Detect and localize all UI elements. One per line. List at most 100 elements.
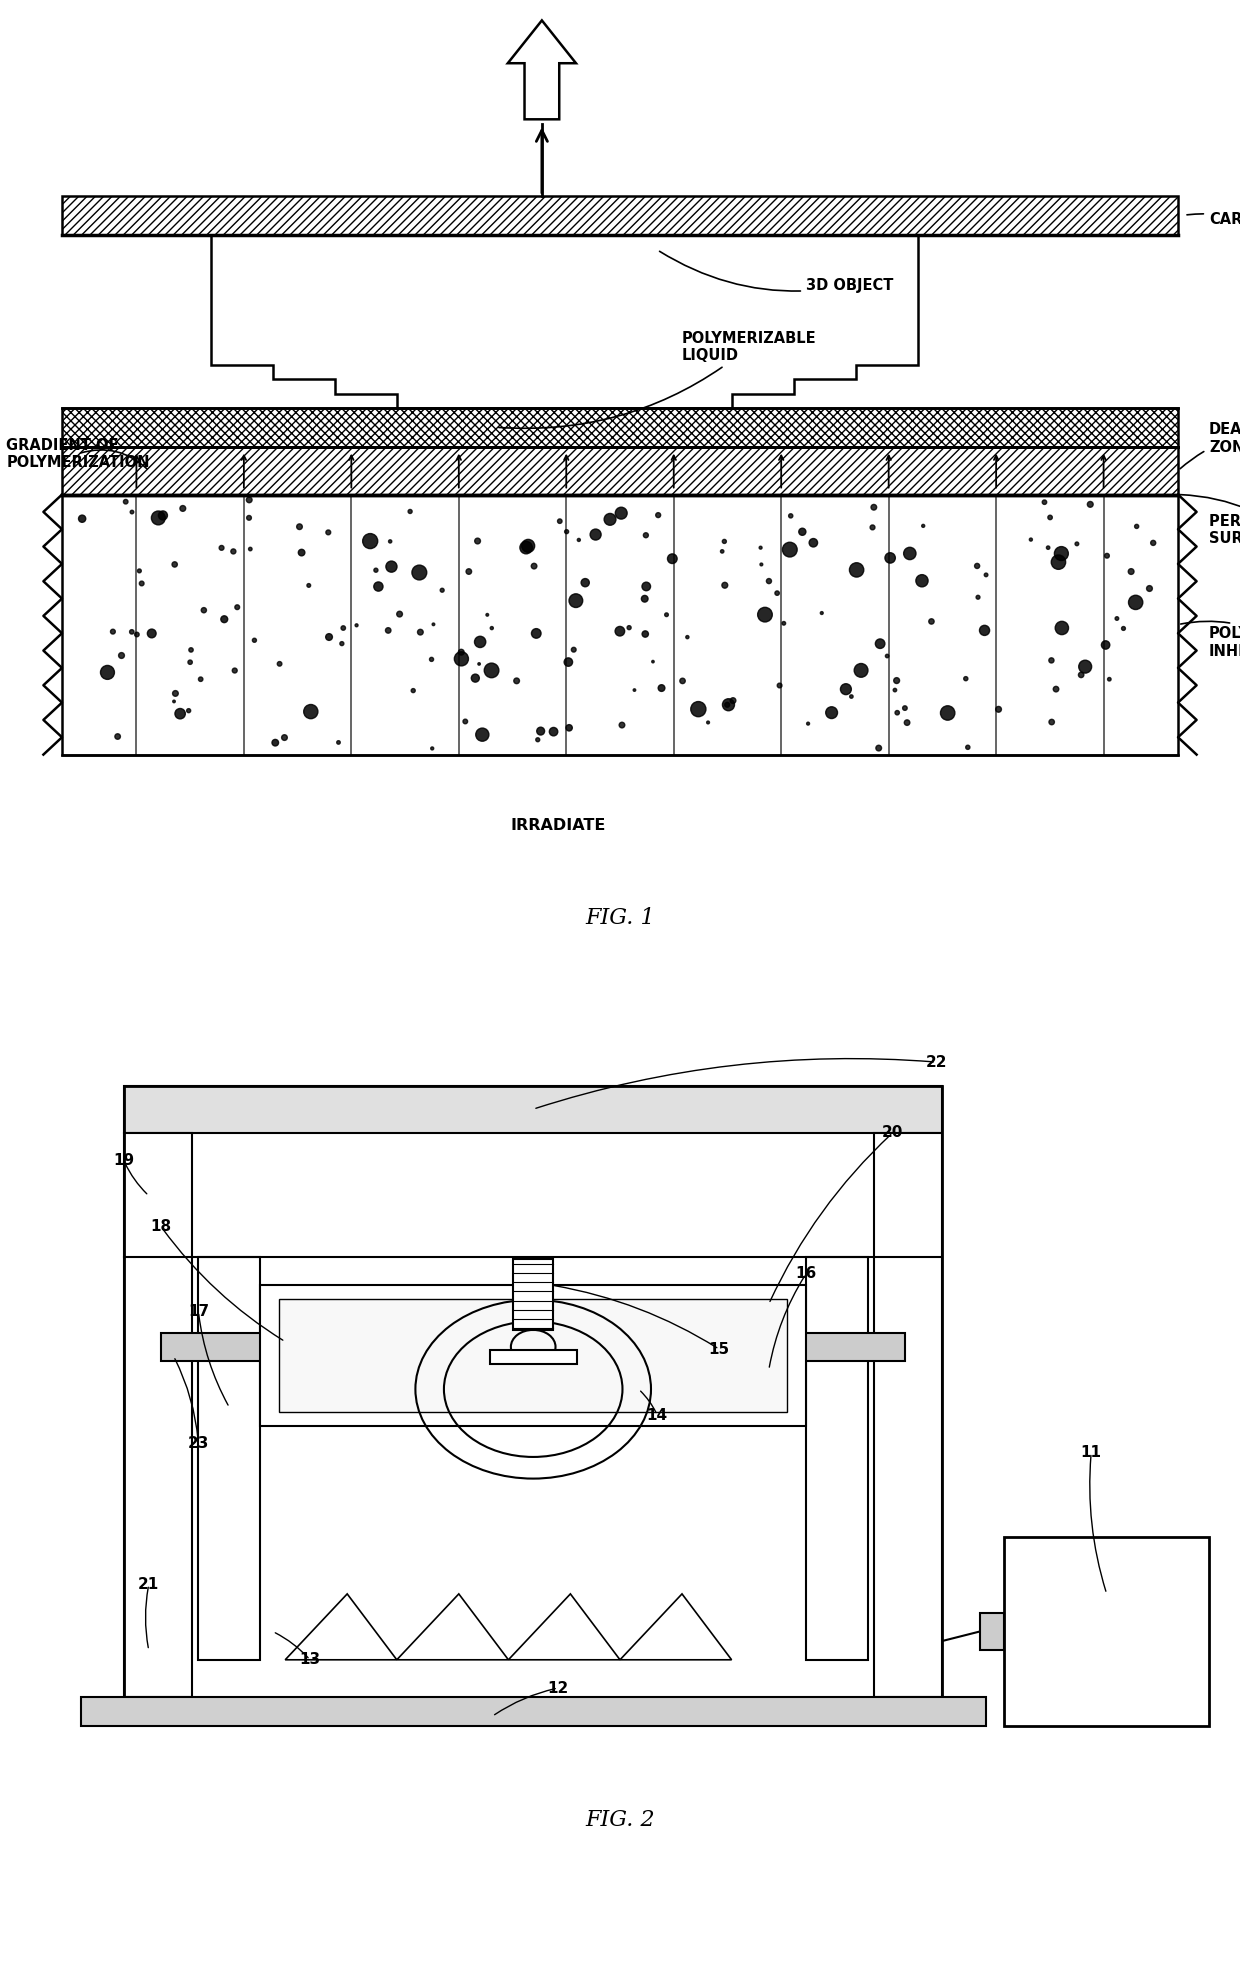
Point <box>1034 486 1054 518</box>
Point <box>165 679 185 710</box>
Point <box>451 643 471 675</box>
Point <box>751 549 771 580</box>
Point <box>516 531 536 563</box>
Text: 15: 15 <box>708 1341 730 1357</box>
Point <box>410 616 430 647</box>
Point <box>644 645 663 677</box>
Point <box>968 582 988 614</box>
Point <box>122 496 141 528</box>
Point <box>401 496 420 528</box>
Point <box>528 724 548 755</box>
Point <box>239 484 259 516</box>
Point <box>1038 531 1058 563</box>
Point <box>672 665 692 696</box>
Point <box>319 622 339 653</box>
Point <box>804 528 823 559</box>
Bar <box>513 1259 553 1330</box>
Point <box>717 688 737 720</box>
Point <box>290 512 310 543</box>
Point <box>239 502 259 533</box>
Point <box>1042 706 1061 737</box>
Bar <box>198 1257 260 1659</box>
Bar <box>62 494 1178 755</box>
Bar <box>62 447 1178 494</box>
Point <box>334 612 353 643</box>
Point <box>1126 586 1146 618</box>
Point <box>1021 524 1040 555</box>
Point <box>792 516 812 547</box>
Point <box>750 531 770 563</box>
Point <box>149 502 169 533</box>
Point <box>381 526 401 557</box>
Point <box>108 722 128 753</box>
Point <box>549 506 569 537</box>
Point <box>481 655 501 686</box>
Point <box>768 577 787 608</box>
Point <box>1080 488 1100 520</box>
Point <box>472 720 492 751</box>
Point <box>956 663 976 694</box>
Bar <box>124 1086 942 1133</box>
Point <box>851 655 870 686</box>
Point <box>755 598 775 629</box>
Point <box>170 698 190 729</box>
Point <box>1075 651 1095 682</box>
Point <box>172 492 192 524</box>
Bar <box>1004 1537 1209 1726</box>
Text: POLYMERIZABLE
LIQUID: POLYMERIZABLE LIQUID <box>498 331 817 427</box>
Point <box>877 641 897 673</box>
Point <box>677 622 697 653</box>
Point <box>470 626 490 657</box>
Point <box>1107 602 1127 633</box>
Point <box>389 598 409 629</box>
Point <box>774 608 794 639</box>
Point <box>1049 547 1069 578</box>
Point <box>635 582 655 614</box>
Point <box>165 549 185 580</box>
Point <box>822 696 842 728</box>
Point <box>525 551 544 582</box>
Text: 13: 13 <box>299 1653 321 1667</box>
Point <box>1042 645 1061 677</box>
Point <box>1040 502 1060 533</box>
Point <box>1127 510 1147 541</box>
Point <box>1100 663 1120 694</box>
Point <box>619 612 639 643</box>
Bar <box>490 1349 577 1363</box>
Point <box>1143 528 1163 559</box>
Point <box>1066 528 1086 559</box>
Point <box>885 675 905 706</box>
Point <box>688 694 708 726</box>
Point <box>957 731 977 763</box>
Point <box>227 592 247 624</box>
Point <box>129 555 149 586</box>
Point <box>698 706 718 737</box>
Bar <box>260 1284 806 1426</box>
Point <box>870 628 890 659</box>
Point <box>531 716 551 747</box>
Text: GRADIENT OF
POLYMERIZATION: GRADIENT OF POLYMERIZATION <box>6 437 150 471</box>
Point <box>636 571 656 602</box>
Point <box>569 524 589 555</box>
Point <box>112 639 131 671</box>
Text: 12: 12 <box>547 1681 569 1696</box>
Point <box>799 708 818 739</box>
Text: POLYMERIZATION
INHIBITOR: POLYMERIZATION INHIBITOR <box>1180 622 1240 659</box>
Point <box>723 684 743 716</box>
Bar <box>279 1300 787 1412</box>
Point <box>518 529 538 561</box>
Point <box>368 571 388 602</box>
Bar <box>980 1612 1004 1651</box>
Point <box>181 633 201 665</box>
Point <box>291 537 311 569</box>
Text: IRRADIATE: IRRADIATE <box>511 818 605 833</box>
Point <box>212 531 232 563</box>
Point <box>869 731 889 763</box>
Point <box>575 567 595 598</box>
Point <box>1140 573 1159 604</box>
Point <box>895 692 915 724</box>
Point <box>526 618 546 649</box>
Point <box>780 533 800 565</box>
Text: 18: 18 <box>150 1220 172 1233</box>
Point <box>1114 612 1133 643</box>
